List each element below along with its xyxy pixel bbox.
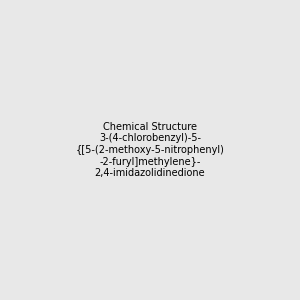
- Text: Chemical Structure
3-(4-chlorobenzyl)-5-
{[5-(2-methoxy-5-nitrophenyl)
-2-furyl]: Chemical Structure 3-(4-chlorobenzyl)-5-…: [76, 122, 224, 178]
